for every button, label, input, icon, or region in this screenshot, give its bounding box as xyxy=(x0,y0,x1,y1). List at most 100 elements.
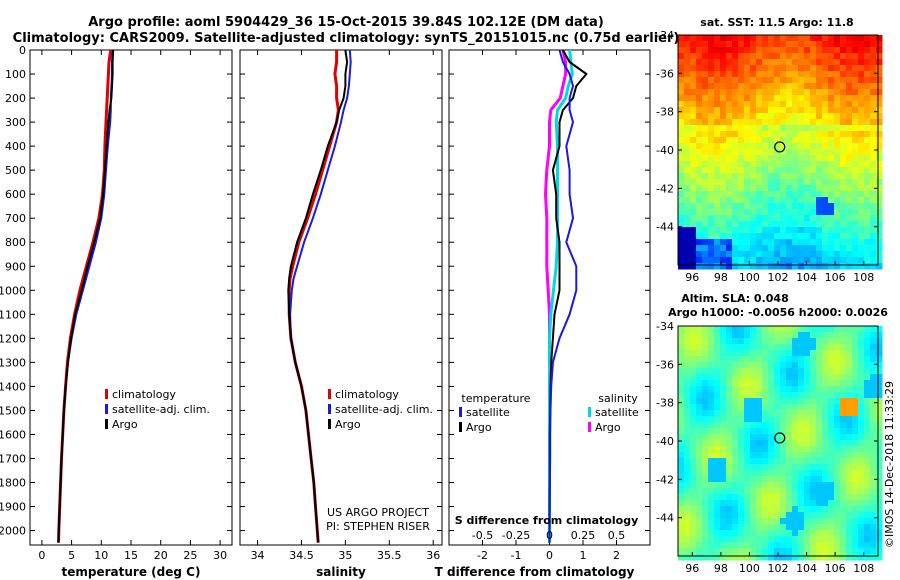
map-cell xyxy=(738,404,745,411)
map-cell xyxy=(864,410,871,417)
map-cell xyxy=(732,404,739,411)
map-cell xyxy=(732,185,739,192)
map-cell xyxy=(840,446,847,453)
map-cell xyxy=(852,554,859,561)
map-cell xyxy=(732,113,739,120)
map-cell xyxy=(864,245,871,252)
map-cell xyxy=(696,149,703,156)
map-cell xyxy=(864,95,871,102)
map-cell xyxy=(840,398,847,405)
map-cell xyxy=(762,53,769,60)
map-cell xyxy=(762,155,769,162)
map-cell xyxy=(810,53,817,60)
map-cell xyxy=(678,173,685,180)
map-cell xyxy=(858,59,865,66)
map-cell xyxy=(870,143,877,150)
map-cell xyxy=(714,125,721,132)
map-cell xyxy=(876,71,883,78)
map-cell xyxy=(816,548,823,555)
map-x-tick-label: 108 xyxy=(853,271,874,284)
legend-label: Argo xyxy=(112,418,138,431)
map-cell xyxy=(738,179,745,186)
map-cell xyxy=(840,245,847,252)
map-cell xyxy=(828,113,835,120)
map-cell xyxy=(696,398,703,405)
map-cell xyxy=(768,548,775,555)
map-cell xyxy=(726,326,733,333)
map-cell xyxy=(840,416,847,423)
map-cell xyxy=(858,137,865,144)
map-cell xyxy=(708,500,715,507)
map-cell xyxy=(678,89,685,96)
map-cell xyxy=(828,185,835,192)
map-cell xyxy=(822,392,829,399)
map-cell xyxy=(804,83,811,90)
map-cell xyxy=(708,416,715,423)
map-cell xyxy=(702,113,709,120)
map-cell xyxy=(720,356,727,363)
map-cell xyxy=(870,71,877,78)
map-cell xyxy=(816,107,823,114)
map-cell xyxy=(828,53,835,60)
map-cell xyxy=(762,35,769,42)
map-cell xyxy=(792,332,799,339)
map-cell xyxy=(828,131,835,138)
map-cell xyxy=(744,362,751,369)
map-cell xyxy=(780,203,787,210)
map-cell xyxy=(816,101,823,108)
map-cell xyxy=(858,197,865,204)
map-cell xyxy=(768,380,775,387)
map-cell xyxy=(720,548,727,555)
map-cell xyxy=(828,494,835,501)
map-cell xyxy=(750,167,757,174)
map-cell xyxy=(726,374,733,381)
map-cell xyxy=(744,380,751,387)
map-cell xyxy=(816,167,823,174)
map-cell xyxy=(846,35,853,42)
map-cell xyxy=(696,125,703,132)
map-cell xyxy=(732,101,739,108)
map-cell xyxy=(870,350,877,357)
map-cell xyxy=(744,215,751,222)
map-cell xyxy=(774,506,781,513)
map-cell xyxy=(768,368,775,375)
map-cell xyxy=(714,41,721,48)
map-cell xyxy=(768,143,775,150)
map-cell xyxy=(714,500,721,507)
map-cell xyxy=(696,392,703,399)
map-cell xyxy=(762,518,769,525)
map-cell xyxy=(732,440,739,447)
map-cell xyxy=(756,470,763,477)
map-cell xyxy=(726,203,733,210)
map-cell xyxy=(804,476,811,483)
map-cell xyxy=(840,344,847,351)
map-x-tick-label: 104 xyxy=(796,562,817,575)
map-cell xyxy=(816,494,823,501)
map-cell xyxy=(762,41,769,48)
map-cell xyxy=(714,404,721,411)
map-cell xyxy=(876,203,883,210)
map-cell xyxy=(732,95,739,102)
map-cell xyxy=(768,374,775,381)
map-cell xyxy=(810,179,817,186)
map-cell xyxy=(720,494,727,501)
map-cell xyxy=(852,77,859,84)
map-cell xyxy=(798,362,805,369)
title-line2: Climatology: CARS2009. Satellite-adjuste… xyxy=(13,31,680,46)
depth-tick-label: 400 xyxy=(5,140,26,153)
map-cell xyxy=(756,89,763,96)
map-cell xyxy=(696,344,703,351)
map-cell xyxy=(870,368,877,375)
map-cell xyxy=(684,59,691,66)
map-cell xyxy=(678,161,685,168)
map-cell xyxy=(744,197,751,204)
map-cell xyxy=(870,65,877,72)
map-cell xyxy=(858,548,865,555)
map-cell xyxy=(738,356,745,363)
map-cell xyxy=(690,548,697,555)
map-cell xyxy=(864,524,871,531)
map-cell xyxy=(828,350,835,357)
map-cell xyxy=(678,125,685,132)
map-cell xyxy=(774,53,781,60)
map-cell xyxy=(816,338,823,345)
